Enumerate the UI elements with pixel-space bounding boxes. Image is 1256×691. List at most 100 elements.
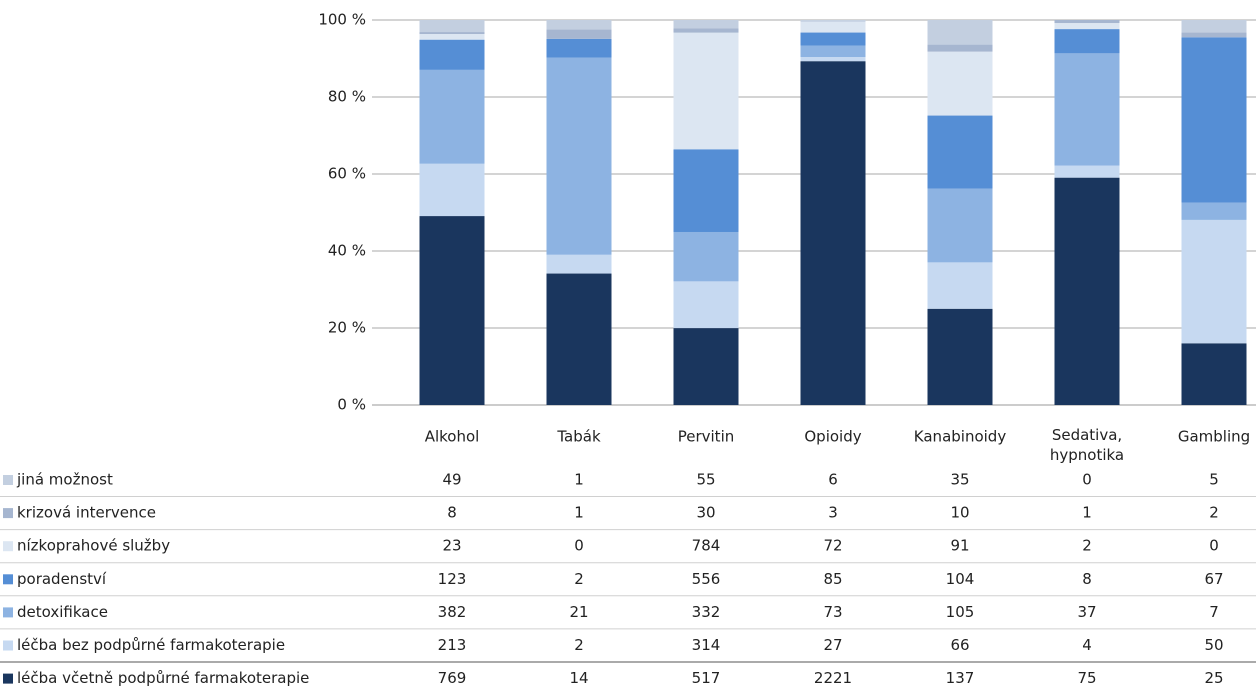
- table-cell: 123: [438, 570, 467, 588]
- bar-segment: [800, 56, 866, 62]
- table-cell: 556: [692, 570, 721, 588]
- bar-segment: [1181, 20, 1247, 33]
- table-cell: 0: [1209, 537, 1219, 555]
- bar-segment: [673, 20, 739, 29]
- table-cell: 2: [1082, 537, 1092, 555]
- table-cell: 314: [692, 636, 721, 654]
- y-tick-label: 80 %: [328, 88, 366, 106]
- table-cell: 27: [823, 636, 842, 654]
- legend-label: léčba včetně podpůrné farmakoterapie: [17, 669, 309, 687]
- table-cell: 2: [574, 570, 584, 588]
- table-cell: 6: [828, 471, 838, 489]
- table-cell: 382: [438, 603, 467, 621]
- y-tick-label: 20 %: [328, 319, 366, 337]
- table-cell: 1: [574, 504, 584, 522]
- table-cell: 8: [1082, 570, 1092, 588]
- label-line: Sedativa,: [1052, 426, 1122, 444]
- legend-swatch: [3, 673, 13, 684]
- table-cell: 3: [828, 504, 838, 522]
- table-cell: 10: [950, 504, 969, 522]
- table-cell: 35: [950, 471, 969, 489]
- legend-label: léčba bez podpůrné farmakoterapie: [17, 636, 285, 654]
- bar-segment: [673, 231, 739, 282]
- bar-segment: [419, 216, 485, 405]
- bar-segment: [1181, 32, 1247, 38]
- table-cell: 91: [950, 537, 969, 555]
- bar-segment: [419, 69, 485, 164]
- bar-segment: [1054, 53, 1120, 166]
- bar-segment: [1054, 29, 1120, 54]
- legend-swatch: [3, 574, 13, 585]
- bar-segment: [673, 281, 739, 329]
- table-cell: 0: [574, 537, 584, 555]
- bar-segment: [1054, 177, 1120, 405]
- bar-segment: [546, 29, 612, 39]
- table-cell: 332: [692, 603, 721, 621]
- legend-swatch: [3, 640, 13, 651]
- legend-swatch: [3, 475, 13, 485]
- bar-segment: [419, 34, 485, 40]
- bar-segment: [1054, 165, 1120, 178]
- table-cell: 72: [823, 537, 842, 555]
- table-cell: 21: [569, 603, 588, 621]
- y-tick-label: 100 %: [318, 11, 366, 29]
- table-cell: 2: [1209, 504, 1219, 522]
- table-cell: 213: [438, 636, 467, 654]
- table-cell: 1: [574, 471, 584, 489]
- bar-segment: [1181, 202, 1247, 220]
- table-cell: 14: [569, 669, 588, 687]
- table-cell: 85: [823, 570, 842, 588]
- bar-segment: [927, 188, 993, 263]
- bar-segment: [1054, 20, 1120, 24]
- table-cell: 73: [823, 603, 842, 621]
- bar-segment: [1181, 219, 1247, 344]
- bar-segment: [419, 32, 485, 35]
- bar-segment: [673, 328, 739, 405]
- bar-segment: [800, 61, 866, 405]
- bar-segment: [1181, 343, 1247, 405]
- label-line: hypnotika: [1050, 446, 1124, 464]
- table-cell: 67: [1204, 570, 1223, 588]
- legend-swatch: [3, 607, 13, 618]
- table-cell: 0: [1082, 471, 1092, 489]
- legend-swatch: [3, 541, 13, 552]
- bar-segment: [419, 20, 485, 33]
- table-cell: 1: [1082, 504, 1092, 522]
- bar-segment: [927, 44, 993, 52]
- x-tick-label: Opioidy: [804, 428, 861, 446]
- legend-label: krizová intervence: [17, 504, 156, 522]
- bar-segment: [546, 38, 612, 58]
- y-tick-label: 0 %: [337, 396, 366, 414]
- bar-segment: [546, 273, 612, 405]
- bar-segment: [927, 262, 993, 309]
- bar-segment: [1054, 23, 1120, 30]
- table-cell: 769: [438, 669, 467, 687]
- x-tick-label: Tabák: [556, 428, 601, 446]
- bar-segment: [673, 28, 739, 33]
- bar-segment: [673, 32, 739, 150]
- legend-label: poradenství: [17, 570, 107, 588]
- bar-segment: [1181, 37, 1247, 203]
- table-cell: 2221: [814, 669, 852, 687]
- x-tick-label: Kanabinoidy: [914, 428, 1007, 446]
- table-cell: 75: [1077, 669, 1096, 687]
- bar-segment: [673, 149, 739, 232]
- table-cell: 55: [696, 471, 715, 489]
- table-cell: 104: [946, 570, 975, 588]
- table-cell: 5: [1209, 471, 1219, 489]
- bar-segment: [927, 51, 993, 116]
- y-tick-label: 40 %: [328, 242, 366, 260]
- bar-segment: [927, 20, 993, 45]
- bar-segment: [419, 163, 485, 217]
- bar-segment: [927, 308, 993, 405]
- x-tick-label: Alkohol: [425, 428, 480, 446]
- legend-label: nízkoprahové služby: [17, 537, 170, 555]
- table-cell: 784: [692, 537, 721, 555]
- bar-segment: [800, 21, 866, 33]
- legend-label: detoxifikace: [17, 603, 108, 621]
- table-cell: 105: [946, 603, 975, 621]
- bar-segment: [800, 32, 866, 46]
- table-cell: 50: [1204, 636, 1223, 654]
- bar-segment: [419, 39, 485, 70]
